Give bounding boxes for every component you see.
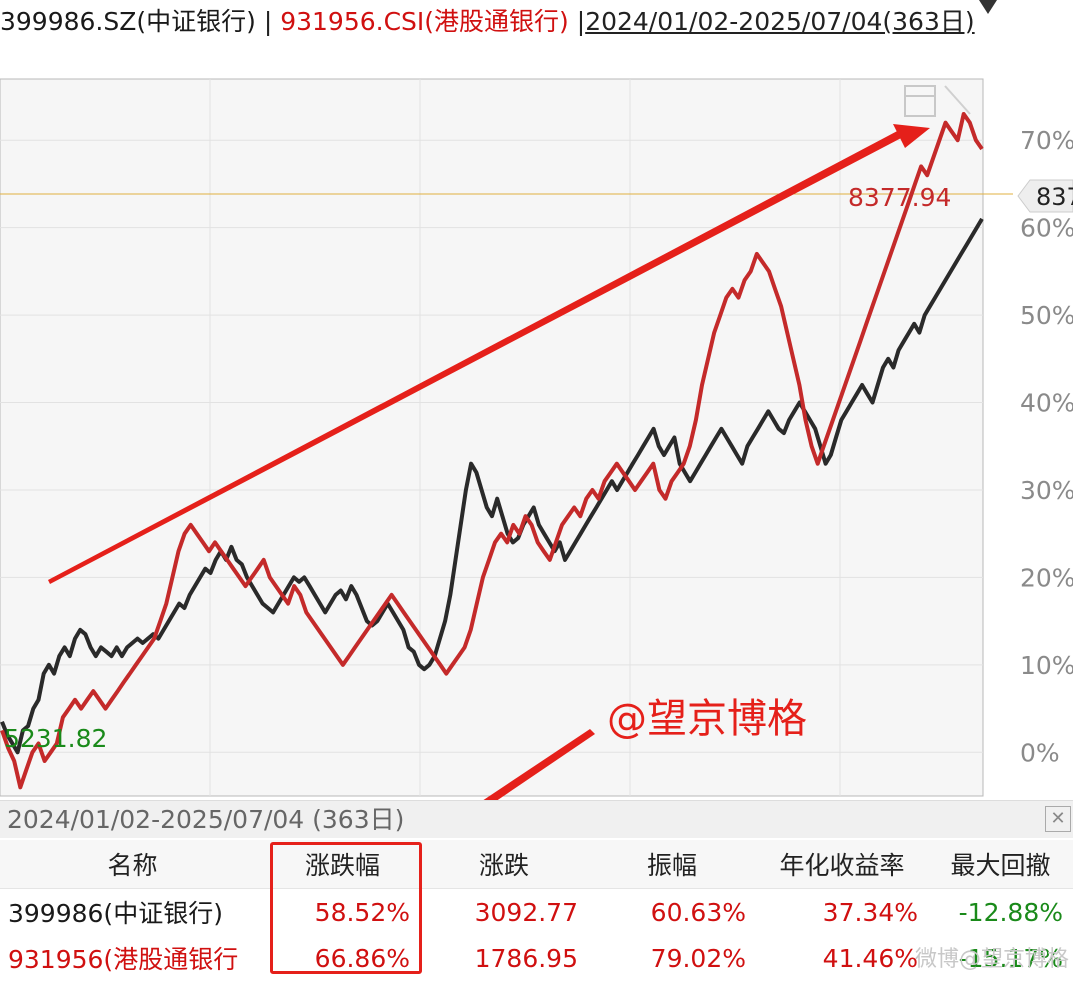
trend-arrow-shaft <box>48 128 905 584</box>
stats-table: 名称 涨跌幅 涨跌 振幅 年化收益率 最大回撤 399986(中证银行) 58.… <box>0 840 1073 981</box>
stats-range-bar: 2024/01/02-2025/07/04 (363日) ✕ <box>0 800 1073 838</box>
corner-watermark: 微博@望京博格 <box>914 947 1069 972</box>
y-tick-label: 30% <box>1020 476 1073 505</box>
column-header[interactable]: 涨跌 <box>420 840 588 889</box>
table-cell-name: 399986(中证银行) <box>8 899 223 928</box>
end-value-label: 8377.94 <box>848 183 951 212</box>
chevron-down-icon[interactable] <box>978 0 997 14</box>
price-tag-label: 837 <box>1036 183 1073 211</box>
table-cell-max-drawdown: -15.17% <box>958 943 1063 973</box>
table-cell-name: 931956(港股通银行 <box>8 945 239 974</box>
table-cell-change-pct: 66.86% <box>314 943 410 973</box>
series1-title[interactable]: 399986.SZ(中证银行) <box>0 7 256 36</box>
table-cell-change: 3092.77 <box>474 897 578 927</box>
start-value-label: 5231.82 <box>4 724 107 753</box>
stats-arrow-shaft <box>483 729 595 800</box>
table-cell-annual-return: 37.34% <box>822 897 918 927</box>
series-line-2 <box>0 112 984 790</box>
chart-header: 399986.SZ(中证银行) | 931956.CSI(港股通银行) |202… <box>0 0 1073 44</box>
column-header[interactable]: 年化收益率 <box>756 840 928 889</box>
stats-range-label: 2024/01/02-2025/07/04 (363日) <box>7 805 405 834</box>
price-tag <box>1017 179 1073 213</box>
table-cell-change: 1786.95 <box>474 943 578 973</box>
table-cell-amplitude: 60.63% <box>650 897 746 927</box>
y-tick-label: 10% <box>1020 651 1073 680</box>
date-range-selector[interactable]: 2024/01/02-2025/07/04(363日) <box>585 7 975 36</box>
close-icon[interactable]: ✕ <box>1045 806 1071 832</box>
y-tick-label: 20% <box>1020 563 1073 592</box>
column-header[interactable]: 涨跌幅 <box>265 840 420 889</box>
close-icon-stroke <box>944 85 971 115</box>
y-tick-label: 70% <box>1020 126 1073 155</box>
header-separator-2: | <box>568 7 586 36</box>
line-chart: 70% 60% 50% 40% 30% 20% 10% 0% 5231.82 8377.94 837 <box>0 78 1073 800</box>
table-cell-amplitude: 79.02% <box>650 943 746 973</box>
table-cell-change-pct: 58.52% <box>314 897 410 927</box>
trend-arrow-head <box>893 124 930 148</box>
window-icon <box>904 85 936 117</box>
table-cell-max-drawdown: -12.88% <box>958 897 1063 927</box>
column-header[interactable]: 最大回撤 <box>928 840 1073 889</box>
column-header[interactable]: 振幅 <box>588 840 756 889</box>
column-header[interactable]: 名称 <box>0 840 265 889</box>
series-line-1 <box>0 217 984 755</box>
watermark-text: @望京博格 <box>607 696 807 742</box>
table-header-row: 名称 涨跌幅 涨跌 振幅 年化收益率 最大回撤 <box>0 840 1073 889</box>
header-separator: | <box>255 7 281 36</box>
y-tick-label: 0% <box>1020 738 1060 767</box>
y-tick-label: 40% <box>1020 389 1073 418</box>
y-tick-label: 50% <box>1020 301 1073 330</box>
table-cell-annual-return: 41.46% <box>822 943 918 973</box>
table-row[interactable]: 399986(中证银行) 58.52% 3092.77 60.63% 37.34… <box>0 889 1073 936</box>
table-row[interactable]: 931956(港股通银行 66.86% 1786.95 79.02% 41.46… <box>0 935 1073 981</box>
series2-title[interactable]: 931956.CSI(港股通银行) <box>280 7 569 36</box>
y-tick-label: 60% <box>1020 214 1073 243</box>
